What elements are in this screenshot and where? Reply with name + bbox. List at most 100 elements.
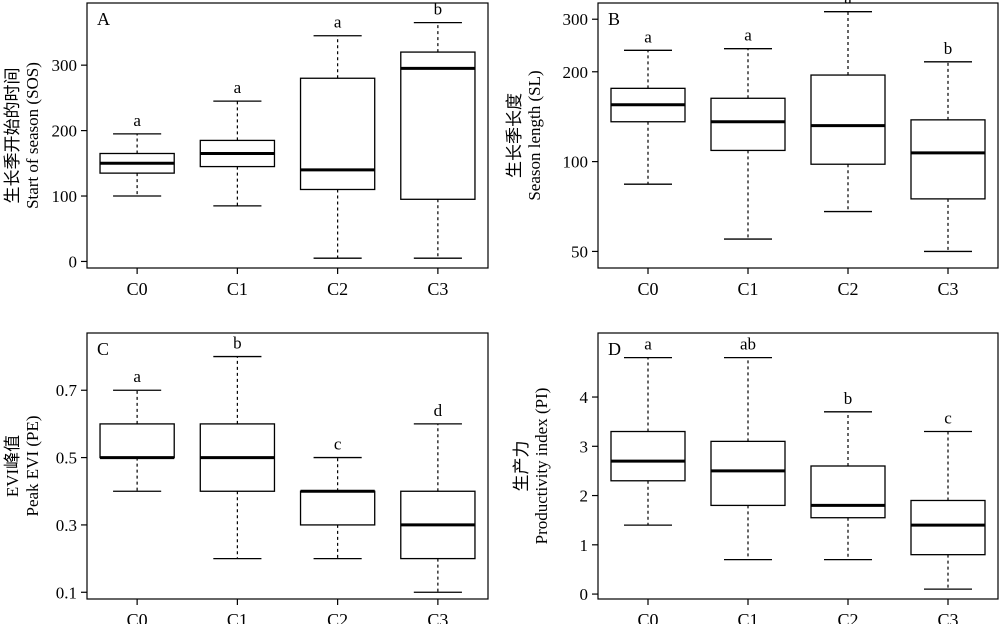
plot-frame xyxy=(86,2,489,269)
significance-letter: a xyxy=(644,27,652,46)
panel-A: A 0 100 200 300 C0 C1 C2 C3 a a a b 生长季开始的时间Start of … xyxy=(3,0,489,299)
y-tick-label: 100 xyxy=(563,153,589,172)
y-axis-label-cn: 生产力 xyxy=(512,441,531,492)
significance-letter: a xyxy=(133,367,141,386)
significance-letter: c xyxy=(944,409,952,428)
box-C1: a xyxy=(199,78,276,207)
significance-letter: a xyxy=(234,78,242,97)
panel-C: C 0.1 0.3 0.5 0.7 C0 C1 C2 C3 a b c d EVI峰值Peak EVI (… xyxy=(3,332,489,624)
significance-letter: a xyxy=(334,13,342,32)
y-axis-label: 生长季长度Season length (SL) xyxy=(505,70,544,200)
x-tick-label-C3: C3 xyxy=(427,610,448,624)
y-axis-label-en: Start of season (SOS) xyxy=(23,62,42,209)
significance-letter: b xyxy=(434,0,443,19)
y-tick-label: 200 xyxy=(563,63,589,82)
x-tick-label-C1: C1 xyxy=(227,610,248,624)
box-C2: a xyxy=(810,0,886,213)
y-axis-label-cn: 生长季长度 xyxy=(505,93,524,178)
y-axis-label: 生长季开始的时间Start of season (SOS) xyxy=(3,62,42,209)
box-C3: c xyxy=(910,409,986,590)
y-tick-label: 0.3 xyxy=(56,516,77,535)
significance-letter: c xyxy=(334,435,342,454)
box-C3: d xyxy=(400,401,476,593)
iqr-box xyxy=(99,423,175,459)
x-tick-label-C3: C3 xyxy=(427,279,448,299)
panel-D: D 0 1 2 3 4 C0 C1 C2 C3 a ab b c 生产力Productivity index… xyxy=(512,332,999,624)
y-axis-label-cn: EVI峰值 xyxy=(3,435,22,497)
iqr-box xyxy=(299,490,376,526)
y-tick-label: 2 xyxy=(580,487,589,506)
box-C2: a xyxy=(299,13,376,259)
x-tick-label-C3: C3 xyxy=(937,610,958,624)
box-C3: b xyxy=(910,39,986,253)
significance-letter: ab xyxy=(740,335,756,354)
significance-letter: a xyxy=(844,0,852,8)
panel-label: D xyxy=(608,339,621,359)
iqr-box xyxy=(910,499,986,556)
significance-letter: b xyxy=(233,334,242,353)
plot-frame xyxy=(597,332,999,600)
x-tick-label-C0: C0 xyxy=(127,610,148,624)
x-tick-label-C2: C2 xyxy=(837,610,858,624)
y-axis-label-en: Season length (SL) xyxy=(525,70,544,200)
panel-label: B xyxy=(608,9,620,29)
iqr-box xyxy=(910,119,986,200)
box-C1: a xyxy=(710,26,786,240)
y-tick-label: 50 xyxy=(571,242,588,261)
panel-label: C xyxy=(97,339,109,359)
y-axis-label-cn: 生长季开始的时间 xyxy=(3,68,22,204)
x-tick-label-C0: C0 xyxy=(637,279,658,299)
y-tick-label: 300 xyxy=(52,56,78,75)
box-C0: a xyxy=(610,27,686,185)
x-tick-label-C1: C1 xyxy=(227,279,248,299)
y-axis-label-en: Peak EVI (PE) xyxy=(23,415,42,516)
x-tick-label-C0: C0 xyxy=(127,279,148,299)
significance-letter: b xyxy=(844,389,853,408)
panel-B: B 50 100 200 300 C0 C1 C2 C3 a a a b 生长季长度Season leng… xyxy=(505,0,999,299)
x-tick-label-C1: C1 xyxy=(737,279,758,299)
iqr-box xyxy=(610,430,686,482)
box-C2: b xyxy=(810,389,886,561)
box-C0: a xyxy=(99,111,175,197)
y-tick-label: 0 xyxy=(69,252,78,271)
y-tick-label: 300 xyxy=(563,10,589,29)
iqr-box xyxy=(299,77,376,191)
iqr-box xyxy=(710,97,786,152)
y-tick-label: 0.7 xyxy=(56,381,78,400)
box-C0: a xyxy=(610,335,686,526)
y-tick-label: 1 xyxy=(580,536,589,555)
x-tick-label-C2: C2 xyxy=(327,610,348,624)
iqr-box xyxy=(400,51,476,200)
y-tick-label: 200 xyxy=(52,122,78,141)
y-axis-label-en: Productivity index (PI) xyxy=(532,388,551,545)
y-tick-label: 0.5 xyxy=(56,449,77,468)
significance-letter: a xyxy=(133,111,141,130)
y-tick-label: 3 xyxy=(580,437,589,456)
iqr-box xyxy=(810,465,886,519)
y-axis-label: 生产力Productivity index (PI) xyxy=(512,388,551,545)
significance-letter: a xyxy=(744,26,752,45)
plot-frame xyxy=(86,332,489,600)
box-C0: a xyxy=(99,367,175,492)
x-tick-label-C2: C2 xyxy=(327,279,348,299)
box-C3: b xyxy=(400,0,476,259)
box-C2: c xyxy=(299,435,376,560)
x-tick-label-C0: C0 xyxy=(637,610,658,624)
y-axis-label: EVI峰值Peak EVI (PE) xyxy=(3,415,42,516)
significance-letter: a xyxy=(644,335,652,354)
x-tick-label-C2: C2 xyxy=(837,279,858,299)
y-tick-label: 0.1 xyxy=(56,583,77,602)
significance-letter: b xyxy=(944,39,953,58)
y-tick-label: 100 xyxy=(52,187,78,206)
box-C1: ab xyxy=(710,335,786,561)
significance-letter: d xyxy=(434,401,443,420)
x-tick-label-C3: C3 xyxy=(937,279,958,299)
panel-label: A xyxy=(97,9,110,29)
y-tick-label: 0 xyxy=(580,585,589,604)
plot-frame xyxy=(597,2,999,269)
iqr-box xyxy=(710,440,786,507)
box-C1: b xyxy=(199,334,276,560)
x-tick-label-C1: C1 xyxy=(737,610,758,624)
iqr-box xyxy=(810,74,886,165)
